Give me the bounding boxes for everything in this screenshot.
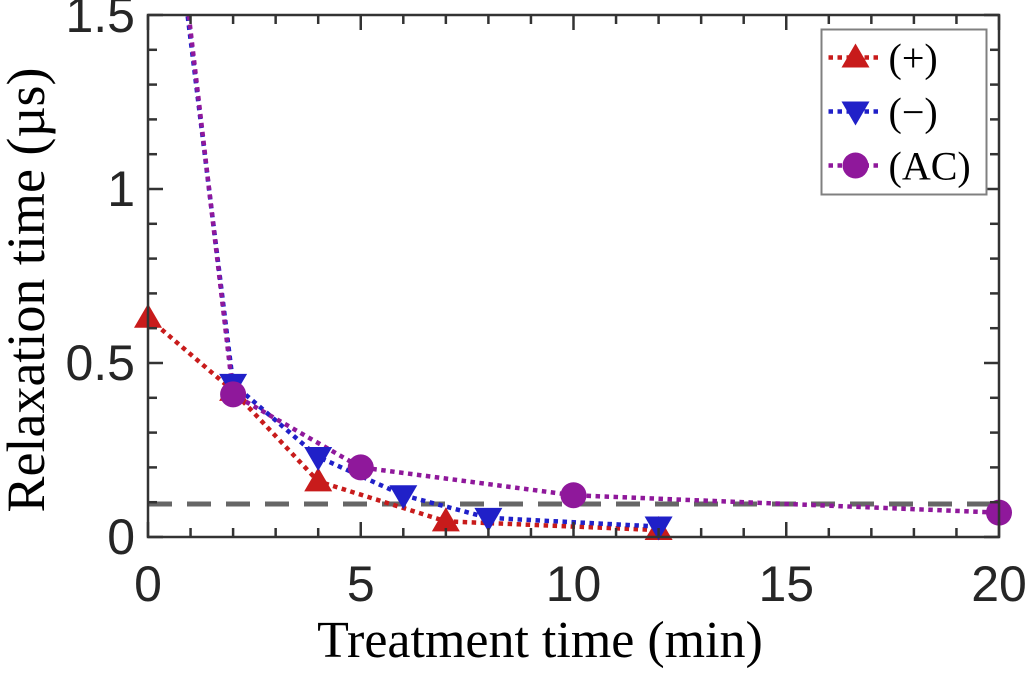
x-tick-label: 5 [347, 556, 375, 612]
series-1-marker [304, 467, 333, 492]
series-2-marker [474, 507, 503, 532]
legend-marker-2 [841, 101, 870, 126]
series-3-marker [560, 482, 587, 509]
x-tick-label: 10 [546, 556, 602, 612]
y-tick-label: 0 [107, 509, 135, 565]
x-tick-label: 20 [971, 556, 1025, 612]
legend-marker-3 [842, 152, 869, 179]
x-axis-label: Treatment time (min) [317, 612, 763, 669]
series-2-marker [389, 485, 418, 510]
y-tick-label: 1.5 [65, 0, 135, 43]
x-tick-label: 15 [758, 556, 814, 612]
series-1-marker [431, 507, 460, 532]
legend-label-3: (AC) [889, 144, 971, 189]
series-3-marker [347, 454, 374, 481]
y-tick-label: 1 [107, 161, 135, 217]
legend-marker-1 [841, 43, 870, 68]
series-3-marker [220, 381, 247, 408]
x-tick-label: 0 [134, 556, 162, 612]
y-axis-label: Relaxation time (µs) [0, 68, 56, 513]
series-line-2 [185, 15, 659, 529]
series-2-marker [304, 446, 333, 471]
y-tick-label: 0.5 [65, 335, 135, 391]
legend-label-1: (+) [889, 36, 938, 81]
legend-label-2: (−) [889, 90, 938, 135]
series-line-3 [186, 15, 999, 515]
